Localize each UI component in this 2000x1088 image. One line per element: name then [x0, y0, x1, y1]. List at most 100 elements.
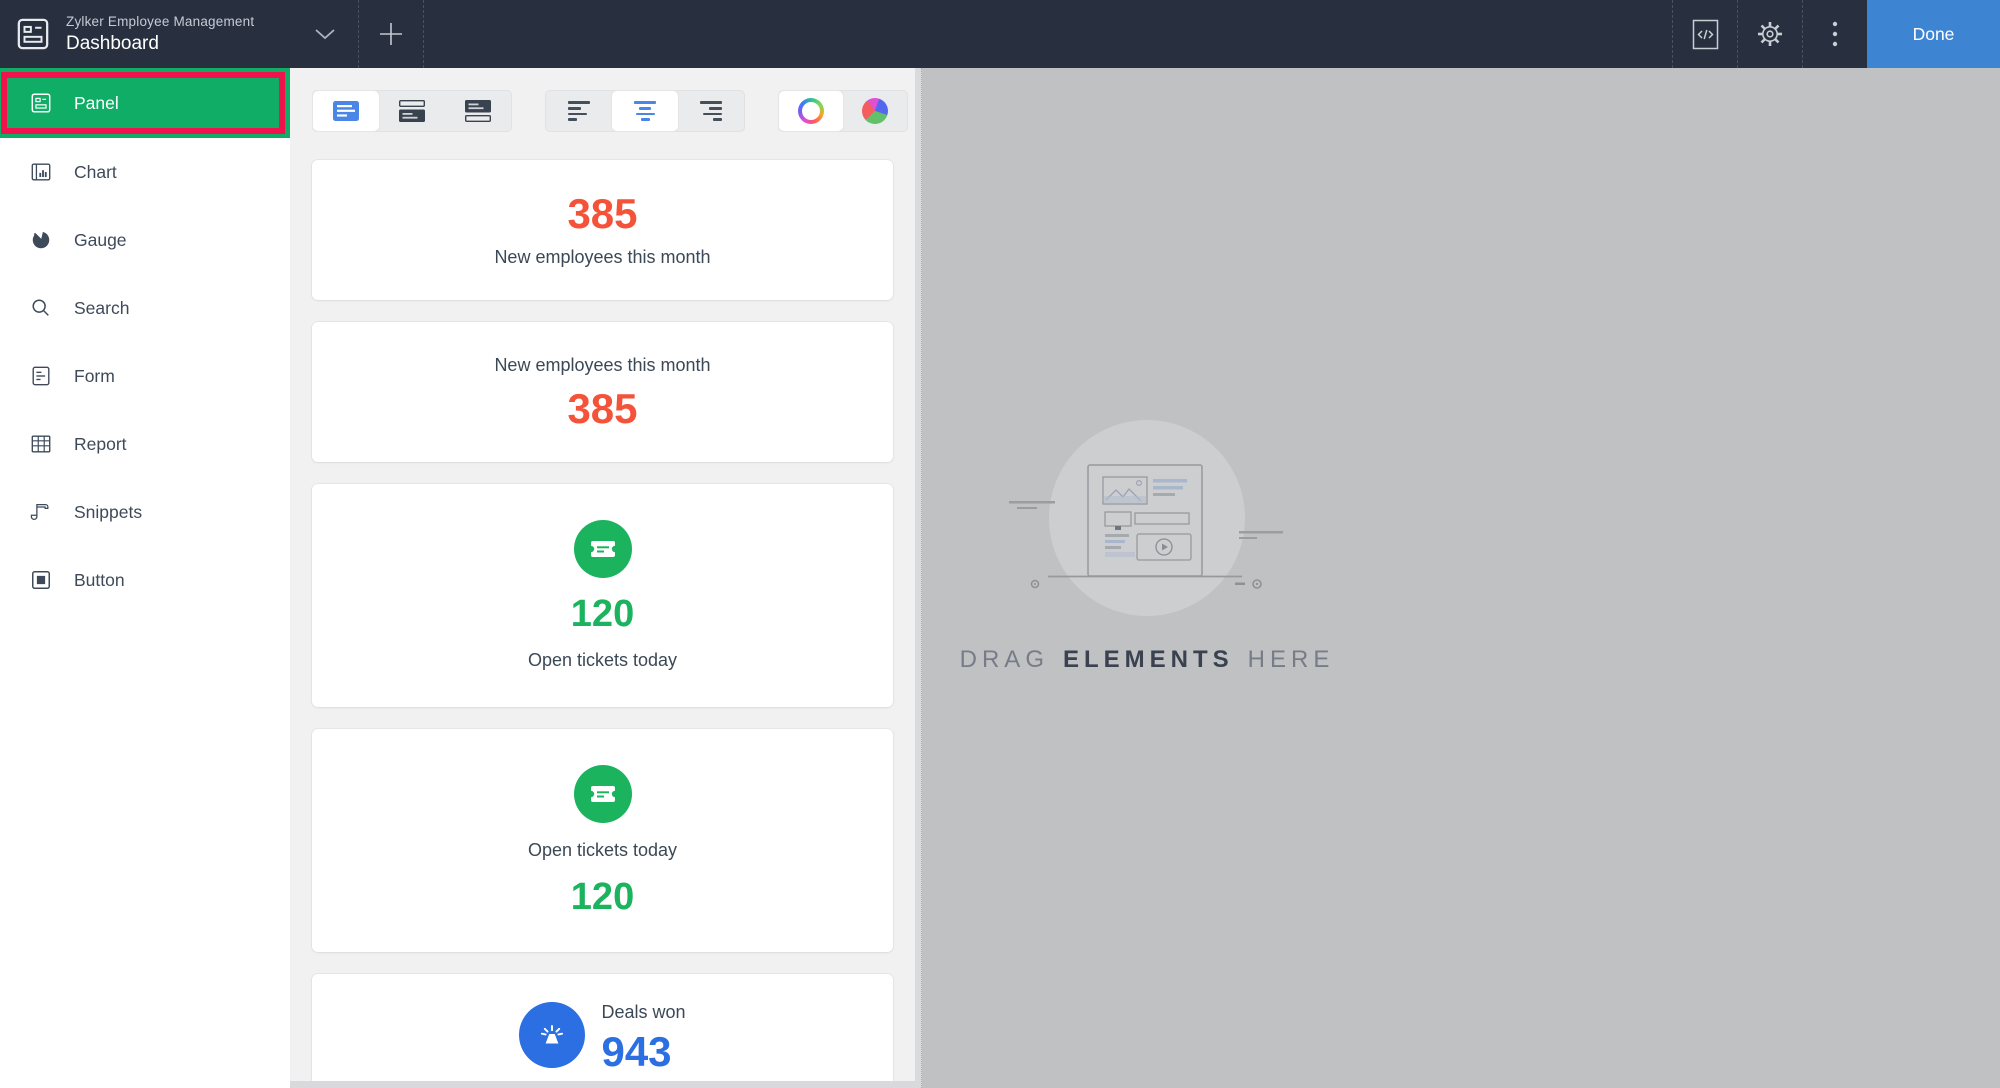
form-icon — [32, 366, 50, 386]
color-wheel-icon — [862, 98, 888, 124]
title-block: Zylker Employee Management Dashboard — [66, 0, 254, 68]
sidebar-item-report[interactable]: Report — [0, 410, 290, 478]
sidebar-item-label: Report — [74, 433, 127, 454]
settings-button[interactable] — [1738, 0, 1802, 68]
align-right-icon — [700, 101, 722, 121]
top-bar: Zylker Employee Management Dashboard — [0, 0, 2000, 68]
app-title: Zylker Employee Management — [66, 13, 255, 29]
panel-label: New employees this month — [494, 354, 711, 375]
align-center-icon — [634, 101, 656, 121]
pane-resize-gutter[interactable] — [915, 68, 922, 1088]
drag-elements-illustration — [1009, 420, 1283, 616]
here-word: HERE — [1247, 646, 1335, 673]
header-divider — [1672, 0, 1673, 68]
sidebar-item-snippets[interactable]: Snippets — [0, 478, 290, 546]
align-right-button[interactable] — [678, 91, 744, 131]
snippets-icon — [30, 504, 49, 520]
sidebar-item-label: Form — [74, 365, 115, 386]
kebab-menu-icon — [1832, 21, 1838, 47]
color-ring-icon — [798, 98, 824, 124]
panel-value: 120 — [570, 593, 635, 635]
dashboard-canvas[interactable]: DRAG ELEMENTS HERE — [915, 68, 2000, 1088]
sidebar-item-label: Snippets — [74, 501, 143, 522]
ticket-icon-badge — [573, 520, 632, 578]
panel-value: 385 — [567, 189, 638, 237]
panel-templates-pane: 385 New employees this month New employe… — [290, 68, 915, 1088]
panel-template-icon-label-value[interactable]: Open tickets today 120 — [312, 729, 893, 952]
panel-value: 943 — [601, 1028, 672, 1075]
ticket-icon — [587, 786, 618, 802]
elements-word: ELEMENTS — [1062, 646, 1234, 673]
panel-label: Deals won — [601, 1002, 686, 1022]
panel-icon — [31, 93, 51, 113]
panel-value: 120 — [570, 876, 635, 918]
search-icon — [32, 299, 49, 316]
app-logo[interactable] — [0, 0, 66, 68]
align-center-button[interactable] — [612, 91, 678, 131]
dashboard-app-icon — [17, 18, 49, 50]
chevron-down-icon — [315, 29, 335, 40]
panel-label: Open tickets today — [527, 650, 678, 670]
panel-with-header-icon — [399, 100, 425, 122]
align-left-button[interactable] — [546, 91, 612, 131]
panel-layout-group — [312, 90, 512, 132]
header-divider — [358, 0, 360, 68]
page-title: Dashboard — [66, 32, 159, 54]
panel-label: New employees this month — [494, 246, 711, 267]
panel-plain-icon — [333, 101, 359, 121]
code-view-button[interactable] — [1673, 0, 1737, 68]
button-icon — [32, 571, 50, 589]
drag-word: DRAG — [959, 646, 1049, 673]
panel-template-label-above-value[interactable]: New employees this month 385 — [312, 322, 893, 462]
deals-icon — [541, 1025, 564, 1044]
plus-icon — [380, 23, 403, 45]
panel-template-icon-value-label[interactable]: 120 Open tickets today — [312, 484, 893, 707]
header-divider — [423, 0, 425, 68]
sidebar-item-label: Chart — [74, 161, 117, 182]
align-left-icon — [568, 101, 590, 121]
deals-icon-badge — [519, 1002, 586, 1068]
alignment-group — [545, 90, 745, 132]
chart-icon — [31, 163, 51, 181]
sidebar-item-panel[interactable]: Panel — [0, 68, 290, 138]
gear-icon — [1758, 22, 1782, 46]
panel-footer-style-button[interactable] — [445, 91, 511, 131]
horizontal-scrollbar[interactable] — [290, 1081, 915, 1088]
sidebar-item-label: Panel — [74, 92, 119, 113]
panel-style-toolbar — [312, 90, 915, 132]
dashboard-switcher[interactable] — [314, 0, 336, 68]
panel-with-footer-icon — [465, 100, 491, 122]
sidebar-item-button[interactable]: Button — [0, 546, 290, 614]
panel-label: Open tickets today — [527, 840, 678, 860]
drag-elements-here-text: DRAG ELEMENTS HERE — [960, 646, 1330, 674]
header-divider — [1737, 0, 1738, 68]
fill-color-button[interactable] — [843, 91, 907, 131]
panel-text-column: Deals won 943 — [601, 1002, 685, 1073]
panel-template-icon-beside-text[interactable]: Deals won 943 — [312, 974, 893, 1088]
ticket-icon — [587, 541, 618, 557]
ticket-icon-badge — [573, 765, 632, 823]
panel-template-list: 385 New employees this month New employe… — [290, 160, 915, 1088]
sidebar-item-search[interactable]: Search — [0, 274, 290, 342]
panel-plain-style-button[interactable] — [313, 91, 379, 131]
more-options-button[interactable] — [1803, 0, 1867, 68]
panel-template-value-above-label[interactable]: 385 New employees this month — [312, 160, 893, 300]
done-button[interactable]: Done — [1867, 0, 2000, 68]
component-sidebar: Panel Chart Gauge Search — [0, 68, 290, 1088]
panel-header-style-button[interactable] — [379, 91, 445, 131]
sidebar-item-form[interactable]: Form — [0, 342, 290, 410]
add-component-button[interactable] — [359, 0, 423, 68]
sidebar-item-chart[interactable]: Chart — [0, 138, 290, 206]
sidebar-item-label: Button — [74, 569, 125, 590]
code-icon — [1692, 19, 1718, 49]
empty-canvas-placeholder: DRAG ELEMENTS HERE — [960, 400, 1330, 674]
color-mode-group — [778, 90, 908, 132]
header-divider — [1802, 0, 1803, 68]
header-spacer — [424, 0, 1672, 68]
panel-value: 385 — [567, 384, 638, 432]
outline-color-button[interactable] — [779, 91, 843, 131]
sidebar-item-label: Gauge — [74, 229, 127, 250]
sidebar-item-label: Search — [74, 297, 130, 318]
sidebar-item-gauge[interactable]: Gauge — [0, 206, 290, 274]
gauge-icon — [30, 229, 50, 249]
